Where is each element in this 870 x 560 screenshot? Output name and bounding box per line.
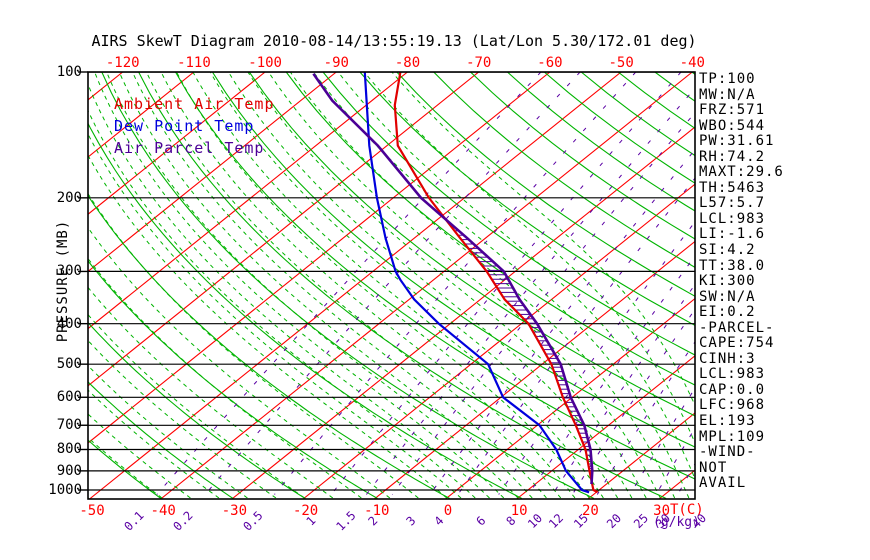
panel-line: MPL:109: [699, 428, 766, 445]
panel-line: LCL:983: [699, 210, 766, 227]
pressure-tick-label: 400: [56, 315, 82, 332]
top-temp-tick-label: -40: [679, 55, 705, 71]
panel-line: TH:5463: [699, 179, 766, 196]
bottom-temp-tick-label: 0: [443, 503, 453, 519]
pressure-tick-label: 800: [56, 441, 82, 458]
pressure-tick-label: 600: [56, 389, 82, 406]
panel-line: EI:0.2: [699, 304, 756, 321]
panel-line: WBO:544: [699, 117, 766, 134]
top-temp-tick-label: -100: [248, 55, 282, 71]
panel-line: KI:300: [699, 273, 756, 290]
chart-title: AIRS SkewT Diagram 2010-08-14/13:55:19.1…: [91, 32, 697, 50]
top-temp-tick-label: -80: [394, 55, 421, 71]
top-temp-tick-label: -50: [608, 55, 634, 71]
top-temp-tick-label: -90: [323, 55, 349, 71]
bottom-temp-tick-label: 10: [510, 503, 528, 519]
bottom-temp-tick-label: 20: [581, 503, 599, 519]
panel-line: MAXT:29.6: [699, 164, 784, 181]
bottom-temp-tick-label: 30: [653, 503, 671, 519]
pressure-tick-label: 700: [56, 417, 82, 434]
bottom-temp-tick-label: -10: [364, 503, 390, 519]
panel-line: -WIND-: [699, 444, 756, 461]
panel-line: FRZ:571: [699, 102, 766, 119]
panel-line: LCL:983: [699, 366, 766, 383]
panel-line: EL:193: [699, 413, 756, 430]
panel-line: SW:N/A: [699, 288, 756, 305]
bottom-temp-tick-label: -40: [150, 503, 176, 519]
legend-air-parcel: Air Parcel Temp: [114, 139, 265, 157]
panel-line: TT:38.0: [699, 257, 766, 274]
panel-line: NOT: [699, 459, 728, 476]
stability-indices-panel: TP:100 MW:N/A FRZ:571 WBO:544 PW:31.61 RH:74.…: [699, 71, 784, 492]
temp-unit-label: T(C): [670, 502, 704, 518]
pressure-tick-label: 100: [56, 64, 82, 80]
panel-line: AVAIL: [699, 475, 747, 492]
pressure-tick-label: 200: [56, 189, 82, 206]
top-temp-tick-label: -70: [466, 55, 492, 71]
panel-line: PW:31.61: [699, 133, 775, 150]
panel-line: TP:100: [699, 71, 756, 87]
bottom-temp-tick-label: -50: [79, 503, 105, 519]
top-temp-tick-label: -60: [537, 55, 563, 71]
legend-dew-point: Dew Point Temp: [114, 117, 255, 135]
panel-line: LFC:968: [699, 397, 766, 414]
mixing-ratio-unit-label: (g/kg): [653, 515, 700, 530]
panel-line: CAP:0.0: [699, 381, 766, 398]
panel-line: MW:N/A: [699, 86, 756, 103]
plot-area: [88, 72, 695, 499]
legend-ambient-temp: Ambient Air Temp: [114, 95, 275, 113]
bottom-temp-tick-label: -20: [292, 503, 319, 519]
pressure-tick-label: 1000: [48, 482, 82, 498]
panel-line: CINH:3: [699, 350, 756, 367]
panel-line: CAPE:754: [699, 335, 775, 352]
pressure-tick-label: 500: [56, 356, 82, 373]
top-temp-tick-label: -110: [177, 55, 211, 71]
panel-line: LI:-1.6: [699, 226, 766, 243]
panel-line: RH:74.2: [699, 148, 766, 165]
top-temp-tick-label: -120: [105, 55, 140, 71]
panel-line: SI:4.2: [699, 242, 756, 259]
pressure-tick-label: 900: [56, 462, 82, 479]
panel-line: -PARCEL-: [699, 319, 775, 336]
panel-line: L57:5.7: [699, 195, 766, 212]
pressure-tick-label: 300: [56, 263, 82, 280]
bottom-temp-tick-label: -30: [221, 503, 248, 519]
